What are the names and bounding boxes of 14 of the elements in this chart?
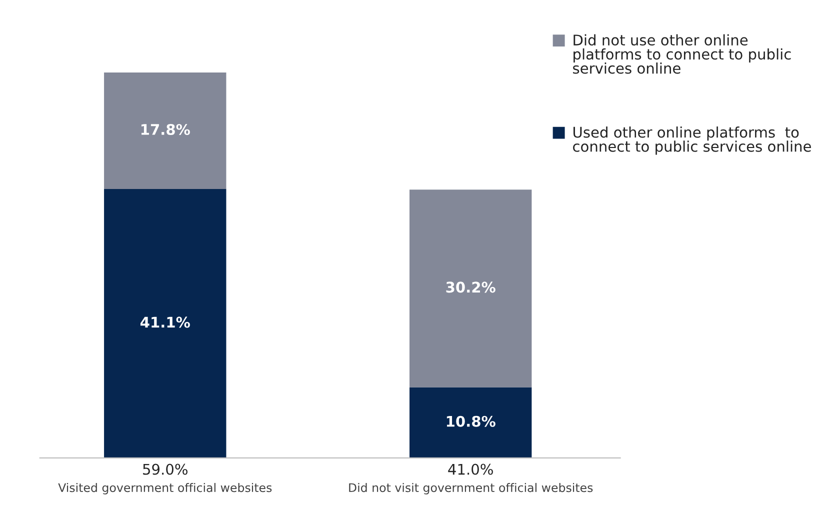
data-label: 41.1% bbox=[140, 316, 190, 328]
data-label: 30.2% bbox=[446, 282, 496, 293]
x-tick-label: Did not visit government official websites bbox=[349, 482, 593, 494]
bar bbox=[410, 387, 532, 458]
bar bbox=[104, 72, 226, 190]
data-label: 10.8% bbox=[446, 416, 496, 427]
total-label: 41.0% bbox=[448, 464, 493, 475]
x-tick-label: Visited government official websites bbox=[58, 482, 272, 494]
bar bbox=[104, 189, 226, 458]
legend-label: Did not use other online platforms to connect to public services online bbox=[573, 34, 791, 74]
total-label: 59.0% bbox=[143, 464, 188, 475]
data-label: 17.8% bbox=[141, 124, 190, 135]
bar bbox=[410, 190, 532, 388]
legend-label: Used other online platforms to connect to public services online bbox=[573, 126, 811, 155]
